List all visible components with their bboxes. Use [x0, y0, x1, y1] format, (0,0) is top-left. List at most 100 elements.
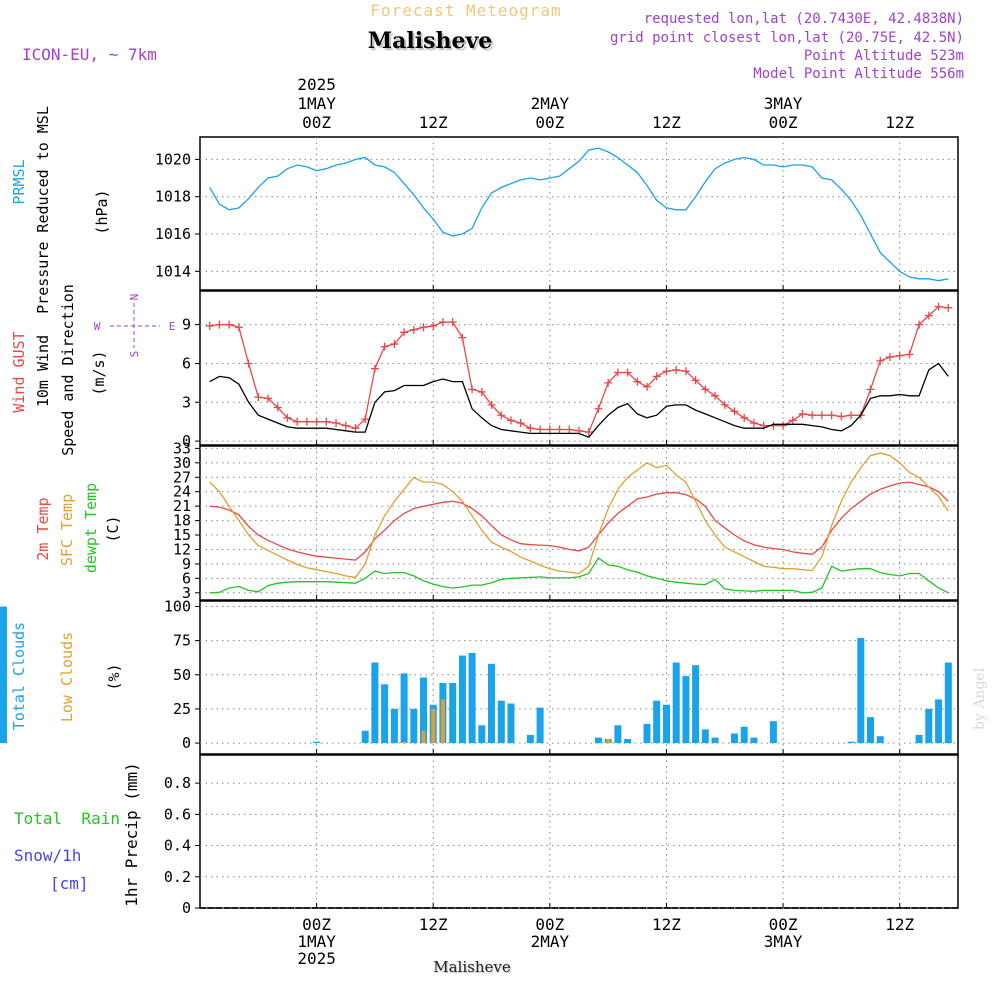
cloud-bar-1 — [402, 741, 407, 744]
cloud-bar-0 — [497, 700, 505, 743]
gust-marker — [584, 428, 593, 437]
cloud-bar-0 — [381, 684, 389, 743]
gust-marker — [720, 400, 729, 409]
panel-clouds: 0 25 50 75 100 Total Clouds Low Clouds (%) — [0, 597, 959, 755]
gust-marker — [711, 391, 720, 400]
y-tick-label: 25 — [173, 700, 191, 718]
gust-marker — [506, 416, 515, 425]
cloud-bar-0 — [867, 717, 874, 744]
gust-marker — [662, 367, 671, 376]
panel-wind: 0 3 6 9 Wind GUST 10m Wind Speed and Direction… — [10, 284, 959, 456]
axis-label: 2m Temp — [34, 497, 52, 560]
gust-marker — [215, 320, 224, 329]
gust-marker — [749, 419, 758, 427]
gust-marker — [545, 425, 554, 434]
axis-label: Speed and Direction — [59, 284, 77, 456]
gust-marker — [264, 394, 273, 403]
cloud-bar-0 — [361, 730, 369, 744]
axis-label: Low Clouds — [58, 632, 76, 722]
time-label-bottom: 00Z — [302, 915, 331, 934]
cloud-bar-0 — [847, 741, 855, 744]
cloud-bar-0 — [390, 708, 398, 744]
y-tick-label: 100 — [164, 597, 191, 615]
cloud-bar-0 — [915, 734, 923, 744]
y-tick-label: 33 — [173, 439, 191, 457]
cloud-bar-0 — [740, 726, 748, 744]
gust-marker — [827, 411, 836, 420]
time-label-top: 1MAY — [297, 94, 336, 113]
gust-marker — [477, 387, 486, 396]
gust-marker — [448, 318, 457, 327]
unit-label: 1hr Precip (mm) — [122, 762, 141, 907]
panel-pressure: 1014 1016 1018 1020 PRMSL Pressure Reduced to… — [10, 106, 959, 314]
gust-marker — [672, 365, 681, 374]
panel-precip: 0 0.2 0.4 0.6 0.8 Total Rain Snow/1h [cm] 1hr Pr… — [14, 754, 959, 917]
gust-marker — [409, 325, 418, 334]
cloud-bar-0 — [944, 662, 952, 744]
gust-marker — [924, 311, 933, 320]
gust-marker — [429, 321, 438, 330]
gust-marker — [808, 411, 817, 420]
axis-label: 10m Wind — [34, 335, 52, 407]
cloud-bar-0 — [478, 725, 486, 744]
time-label-bottom: 00Z — [535, 915, 564, 934]
compass-n: N — [128, 294, 141, 301]
y-tick-label: 0.4 — [164, 837, 191, 855]
y-tick-label: 6 — [182, 354, 191, 372]
gust-marker — [555, 425, 564, 434]
y-tick-label: 50 — [173, 666, 191, 684]
gust-marker — [293, 417, 302, 426]
cloud-bar-0 — [526, 734, 534, 744]
time-label-bottom: 00Z — [769, 915, 798, 934]
gust-marker — [604, 378, 613, 387]
cloud-bar-0 — [400, 673, 408, 744]
cloud-bar-1 — [606, 739, 611, 744]
gust-marker — [837, 412, 846, 421]
series-line-0 — [209, 305, 949, 433]
cloud-bar-0 — [663, 704, 670, 744]
cloud-bar-0 — [488, 663, 495, 743]
series-line-0 — [209, 481, 949, 561]
compass-w: W — [94, 320, 101, 333]
gust-marker — [458, 333, 467, 342]
gust-marker — [866, 385, 875, 394]
gust-marker — [516, 419, 525, 427]
time-label-top: 12Z — [885, 113, 914, 132]
gust-marker — [283, 413, 292, 422]
cloud-bar-0 — [536, 707, 544, 744]
model-altitude: Model Point Altitude 556m — [753, 66, 964, 82]
axis-label: Pressure Reduced to MSL — [34, 106, 52, 314]
gust-marker — [681, 367, 690, 376]
gust-marker — [643, 382, 652, 391]
cloud-bar-0 — [449, 683, 457, 744]
y-tick-label: 0.8 — [164, 774, 191, 792]
gust-marker — [332, 419, 341, 427]
gust-marker — [740, 413, 749, 422]
cloud-bar-0 — [935, 699, 943, 744]
panel-frame — [199, 136, 959, 291]
cloud-bar-0 — [750, 737, 758, 744]
cloud-bar-0 — [876, 736, 884, 743]
gust-marker — [468, 385, 477, 394]
footer-title: Malisheve — [433, 958, 511, 976]
series-line-1 — [209, 362, 949, 438]
gust-marker — [565, 425, 574, 434]
compass-s: S — [128, 351, 141, 358]
cloud-bar-0 — [594, 737, 602, 744]
gust-marker — [487, 400, 496, 409]
cloud-bar-0 — [672, 662, 680, 744]
time-label-top: 3MAY — [764, 94, 803, 113]
gust-marker — [817, 411, 826, 420]
gust-marker — [341, 421, 350, 430]
cloud-bar-0 — [653, 700, 661, 743]
unit-label: (C) — [104, 515, 122, 542]
cloud-bar-1 — [421, 730, 426, 744]
time-label-top: 00Z — [302, 113, 331, 132]
time-label-bottom: 3MAY — [764, 932, 803, 951]
model-label: ICON-EU, ~ 7km — [22, 45, 157, 64]
gust-marker — [497, 411, 506, 420]
gust-marker — [788, 416, 797, 425]
